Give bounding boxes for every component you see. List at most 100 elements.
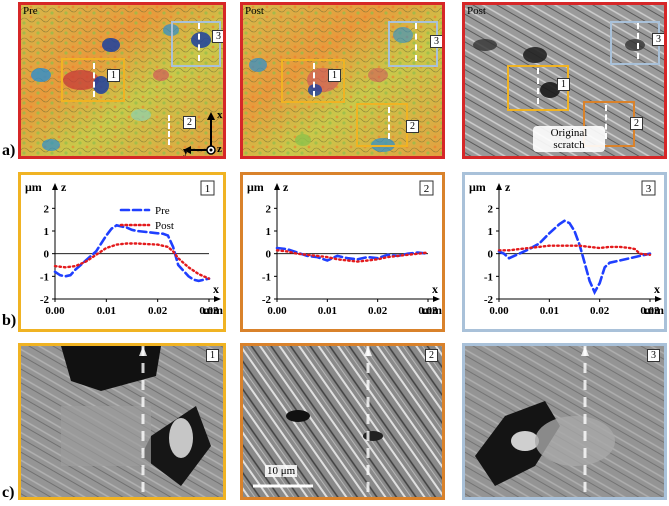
y-tick-label: 0 — [266, 249, 272, 261]
original-scratch-label: Original scratch — [533, 126, 605, 152]
post-scan-line-2 — [388, 107, 390, 139]
y-tick-label: -2 — [262, 294, 272, 306]
series-pre-line — [275, 246, 430, 262]
y-axis-arrow — [496, 183, 502, 190]
region-2-label: 2 — [183, 116, 196, 129]
post-region-2-box — [356, 103, 408, 147]
x-tick-label: 0.02 — [368, 305, 388, 317]
x-tick-label: 0.00 — [267, 305, 287, 317]
region-1-box — [61, 58, 125, 102]
closeup-3-label: 3 — [647, 349, 660, 362]
y-tick-label: 2 — [44, 203, 50, 215]
series-pre-line — [497, 219, 652, 296]
chart-number: 3 — [646, 183, 652, 195]
region-1-label: 1 — [107, 69, 120, 82]
y-tick-label: 2 — [266, 203, 272, 215]
chart-number-box — [200, 180, 215, 196]
scan-line-3 — [198, 23, 200, 61]
sem-closeup-2-panel: 2 10 μm — [240, 343, 445, 500]
closeup-1-label: 1 — [206, 349, 219, 362]
sem-region-2-label: 2 — [630, 117, 643, 130]
series-post-line — [275, 249, 430, 263]
x-axis-arrow — [214, 296, 221, 302]
profile-chart-1: -2 -1 0 1 2 0.00 0.01 0.02 0.03 μm z x mm 1 Pre Post — [25, 180, 223, 317]
y-tick-label: -1 — [40, 271, 49, 283]
sem-region-3-label: 3 — [652, 33, 664, 46]
y-axis-label: z — [283, 180, 289, 194]
post-tag-1: Post — [245, 5, 264, 17]
profile-chart-2: -2 -1 0 1 2 0.00 0.01 0.02 0.03 μm z x mm 2 — [247, 180, 442, 317]
x-axis-arrow — [433, 296, 440, 302]
y-axis-arrow — [274, 183, 280, 190]
profile-chart-1-frame: -2 -1 0 1 2 0.00 0.01 0.02 0.03 μm z x mm 1 Pre Post — [18, 172, 226, 332]
y-tick-label: 0 — [44, 249, 50, 261]
chart-number-box — [419, 180, 434, 196]
topo-pre-panel: Pre 1 2 3 x y z — [18, 2, 226, 159]
x-unit-label: mm — [644, 303, 664, 317]
sem-scan-line-3 — [637, 23, 639, 59]
scale-bar-label: 10 μm — [265, 465, 298, 477]
y-tick-label: 2 — [488, 203, 494, 215]
y-unit-label: μm — [469, 180, 486, 194]
series-post-line — [497, 244, 652, 257]
x-tick-label: 0.02 — [148, 305, 168, 317]
x-unit-label: mm — [422, 303, 442, 317]
x-tick-label: 0.00 — [45, 305, 65, 317]
x-tick-label: 0.01 — [318, 305, 337, 317]
y-tick-label: -1 — [484, 271, 493, 283]
x-tick-label: 0.03 — [199, 305, 219, 317]
sem-closeup-1-panel: 1 — [18, 343, 226, 500]
profile-chart-2-frame: -2 -1 0 1 2 0.00 0.01 0.02 0.03 μm z x mm 2 — [240, 172, 445, 332]
topo-pre-image — [21, 5, 223, 156]
y-tick-label: 1 — [266, 226, 272, 238]
post-region-1-box — [281, 59, 345, 103]
post-scan-line-1 — [313, 63, 315, 97]
y-tick-label: -2 — [484, 294, 494, 306]
pre-tag: Pre — [23, 5, 38, 17]
chart-number-box — [641, 180, 656, 196]
series-post-line — [53, 242, 211, 280]
y-axis-label: z — [505, 180, 511, 194]
y-tick-label: 0 — [488, 249, 494, 261]
y-tick-label: -2 — [40, 294, 50, 306]
topo-post-panel: Post 1 2 3 — [240, 2, 445, 159]
post-region-1-label: 1 — [328, 69, 341, 82]
x-axis-arrow — [655, 296, 662, 302]
post-region-2-label: 2 — [406, 120, 419, 133]
x-unit-label: mm — [203, 303, 223, 317]
y-tick-label: 1 — [44, 226, 50, 238]
y-axis-label: z — [61, 180, 67, 194]
scan-line-2 — [168, 115, 170, 145]
region-3-label: 3 — [212, 30, 223, 43]
chart-number: 2 — [424, 183, 430, 195]
x-tick-label: 0.01 — [540, 305, 559, 317]
y-unit-label: μm — [247, 180, 264, 194]
x-tick-label: 0.00 — [489, 305, 509, 317]
y-unit-label: μm — [25, 180, 42, 194]
sem-post-panel: Post 1 2 3 Original scratch — [462, 2, 667, 159]
x-tick-label: 0.03 — [418, 305, 438, 317]
sem-closeup-3-panel: 3 — [462, 343, 667, 500]
row-label-c: c) — [2, 484, 15, 501]
x-tick-label: 0.02 — [590, 305, 610, 317]
closeup-2-label: 2 — [425, 349, 438, 362]
row-label-a: a) — [2, 142, 16, 159]
coordinate-axes-icon — [183, 112, 216, 155]
y-axis-arrow — [52, 183, 58, 190]
axis-z-label: z — [217, 143, 222, 155]
x-axis-label: x — [213, 282, 219, 296]
scan-line-1 — [93, 63, 95, 97]
chart-number: 1 — [205, 183, 211, 195]
x-axis-label: x — [432, 282, 438, 296]
post-region-3-label: 3 — [430, 35, 442, 48]
profile-chart-3-frame: -2 -1 0 1 2 0.00 0.01 0.02 0.03 μm z x mm 3 — [462, 172, 667, 332]
sem-scan-line-1 — [537, 68, 539, 104]
sem-region-1-label: 1 — [557, 78, 570, 91]
post-scan-line-3 — [415, 23, 417, 61]
profile-chart-3: -2 -1 0 1 2 0.00 0.01 0.02 0.03 μm z x mm 3 — [469, 180, 664, 317]
y-tick-label: 1 — [488, 226, 494, 238]
region-3-box — [171, 21, 221, 67]
row-label-b: b) — [2, 312, 17, 329]
y-tick-label: -1 — [262, 271, 271, 283]
series-pre-line — [53, 223, 211, 283]
